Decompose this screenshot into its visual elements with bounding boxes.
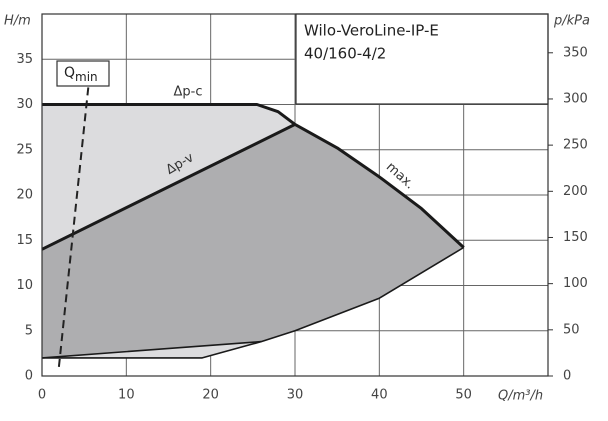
y-tick-label: 30 <box>16 97 33 112</box>
x-tick-label: 10 <box>118 388 135 403</box>
y2-tick-label: 100 <box>563 276 588 291</box>
y-tick-label: 15 <box>16 233 33 248</box>
y2-tick-label: 0 <box>563 369 571 384</box>
y2-tick-label: 50 <box>563 322 580 337</box>
y-tick-label: 25 <box>16 142 33 157</box>
y2-tick-label: 150 <box>563 230 588 245</box>
plot-frame <box>41 13 549 377</box>
x-tick-label: 0 <box>38 388 46 403</box>
y-tick-label: 5 <box>25 323 33 338</box>
chart-title: Wilo-VeroLine-IP-E <box>304 22 439 40</box>
y2-axis-title: p/kPa <box>553 14 590 29</box>
qmin-symbol: Q <box>64 65 75 81</box>
curve <box>41 123 296 251</box>
chart-title: 40/160-4/2 <box>304 45 386 63</box>
y2-tick-label: 200 <box>563 184 588 199</box>
qmin-label: Qmin <box>64 65 98 84</box>
x-tick-label: 30 <box>287 388 304 403</box>
x-tick-label: 50 <box>455 388 472 403</box>
qmin-box <box>56 60 110 87</box>
x-tick-label: 20 <box>202 388 219 403</box>
curve <box>42 103 296 126</box>
x-tick-label: 40 <box>371 388 388 403</box>
curve <box>42 340 262 359</box>
curve <box>294 123 465 249</box>
title-box <box>295 13 549 105</box>
y2-tick-label: 350 <box>563 45 588 60</box>
y-tick-label: 10 <box>16 278 33 293</box>
y-axis-title: H/m <box>4 14 31 29</box>
y-tick-label: 35 <box>16 52 33 67</box>
qmin-subscript: min <box>75 70 98 84</box>
y-tick-label: 20 <box>16 188 33 203</box>
qmin-line <box>57 86 90 368</box>
y2-tick-label: 250 <box>563 138 588 153</box>
area <box>42 104 295 250</box>
curve <box>41 246 465 359</box>
area <box>42 124 464 358</box>
x-axis-title: Q/m³/h <box>498 389 543 404</box>
y2-tick-label: 300 <box>563 91 588 106</box>
y-tick-label: 0 <box>25 369 33 384</box>
curve-label: Δp-c <box>174 85 203 100</box>
